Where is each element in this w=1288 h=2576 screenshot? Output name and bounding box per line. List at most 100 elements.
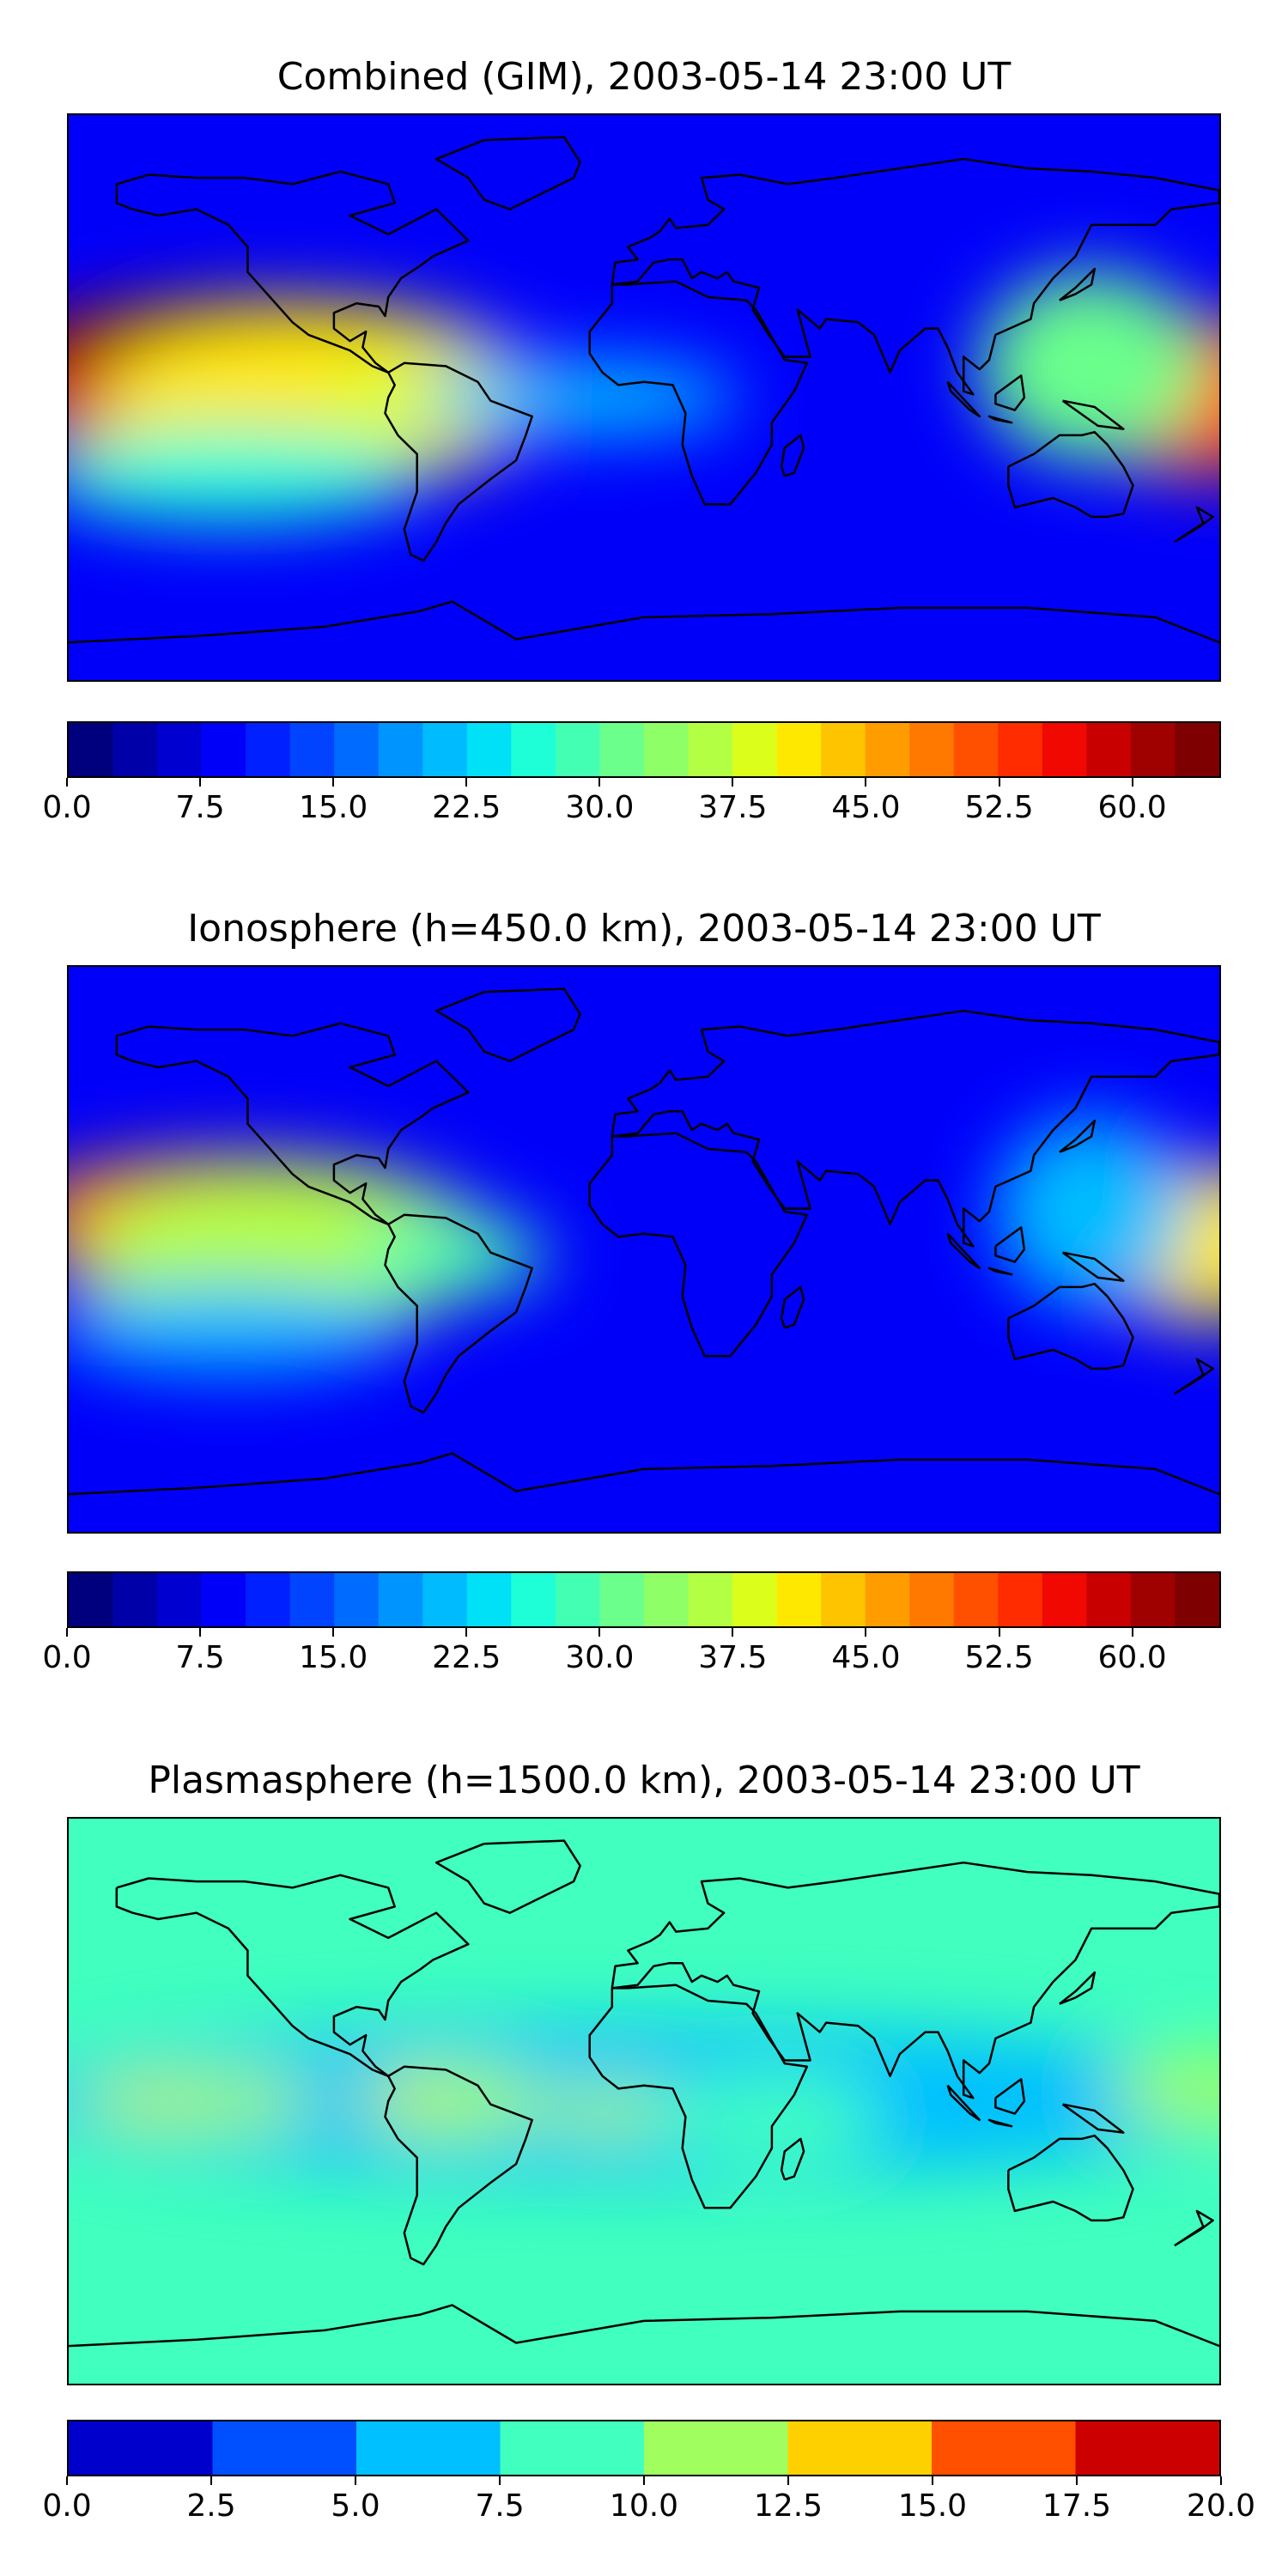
- colorbar-segment: [1175, 1573, 1219, 1626]
- colorbar-segment: [1175, 723, 1219, 776]
- tec-field: [69, 271, 1219, 524]
- tick-mark: [199, 778, 202, 787]
- colorbar-segment: [212, 2421, 357, 2475]
- colorbar-segment: [644, 2421, 789, 2475]
- colorbar-segment: [732, 723, 778, 776]
- colorbar-segment: [821, 723, 866, 776]
- colorbar-segment: [932, 2421, 1077, 2475]
- coastline: [1059, 1119, 1097, 1153]
- tec-region: [979, 271, 1204, 461]
- colorbar-segment: [1042, 723, 1087, 776]
- tec-region: [995, 1117, 1188, 1306]
- colorbar-segment: [787, 2421, 933, 2475]
- colorbar-segment: [334, 1573, 380, 1626]
- coastline: [588, 1984, 809, 2209]
- colorbar-segment: [422, 723, 468, 776]
- colorbar-segment: [334, 723, 380, 776]
- colorbar-segment: [69, 1573, 114, 1626]
- world-map-tec: [67, 113, 1221, 682]
- tick-label: 45.0: [831, 1640, 901, 1675]
- colorbar-segment: [555, 1573, 601, 1626]
- tec-region: [69, 1284, 404, 1372]
- colorbar-segment: [909, 1573, 955, 1626]
- tick-mark: [1220, 2476, 1222, 2485]
- coastline: [987, 2118, 1013, 2128]
- tick-label: 12.5: [753, 2488, 823, 2524]
- tick-mark: [66, 778, 68, 787]
- tick-mark: [865, 778, 867, 787]
- colorbar-segment: [69, 2421, 214, 2475]
- tick-label: 0.0: [42, 2488, 92, 2524]
- tec-region: [532, 2085, 692, 2136]
- colorbar-segment: [644, 1573, 690, 1626]
- tick-label: 17.5: [1042, 2488, 1112, 2524]
- colorbar-segment: [1130, 723, 1176, 776]
- coastline: [1007, 430, 1134, 519]
- tick-label: 2.5: [186, 2488, 236, 2524]
- coastline: [434, 1839, 581, 1914]
- tick-mark: [332, 1628, 335, 1637]
- colorbar-segment: [500, 2421, 645, 2475]
- coastline: [994, 1226, 1026, 1263]
- tick-label: 30.0: [565, 790, 635, 825]
- colorbar-segment: [555, 723, 601, 776]
- tick-mark: [998, 1628, 1000, 1637]
- colorbar-segment: [246, 723, 291, 776]
- colorbar-segment: [511, 723, 556, 776]
- colorbar-segment: [953, 723, 999, 776]
- tick-mark: [998, 778, 1000, 787]
- tick-mark: [1131, 1628, 1133, 1637]
- coastline: [1059, 1971, 1097, 2005]
- colorbar-segment: [732, 1573, 778, 1626]
- tick-mark: [465, 778, 468, 787]
- coastline: [780, 434, 805, 477]
- world-map-tec: [67, 965, 1221, 1534]
- tick-label: 15.0: [299, 1640, 368, 1675]
- colorbar-segment: [1075, 2421, 1219, 2475]
- colorbar-segment: [953, 1573, 999, 1626]
- tick-label: 7.5: [475, 2488, 525, 2524]
- colorbar-segment: [466, 723, 512, 776]
- colorbar-segment: [1086, 1573, 1132, 1626]
- colorbar-segment: [644, 723, 690, 776]
- tick-label: 60.0: [1097, 790, 1167, 825]
- coastline: [1174, 2209, 1214, 2247]
- colorbar-segment: [466, 1573, 512, 1626]
- tick-mark: [199, 1628, 202, 1637]
- tick-label: 52.5: [964, 790, 1034, 825]
- colorbar-segment: [688, 723, 733, 776]
- colorbar-segment: [511, 1573, 556, 1626]
- colorbar-segment: [909, 723, 955, 776]
- coastline: [384, 2065, 533, 2266]
- tick-mark: [499, 2476, 501, 2485]
- panel-title: Ionosphere (h=450.0 km), 2003-05-14 23:0…: [187, 907, 1101, 951]
- coastline: [384, 1213, 533, 1414]
- tec-region: [356, 2063, 549, 2139]
- tick-mark: [932, 2476, 933, 2485]
- colorbar-segment: [599, 723, 645, 776]
- tick-label: 5.0: [331, 2488, 380, 2524]
- coastline: [115, 1022, 470, 1226]
- tick-mark: [732, 1628, 734, 1637]
- coastline: [987, 415, 1013, 424]
- colorbar-segment: [201, 1573, 246, 1626]
- coastline: [434, 136, 581, 210]
- tick-mark: [787, 2476, 789, 2485]
- tec-region: [659, 2069, 884, 2165]
- coastline: [1061, 399, 1125, 430]
- tick-label: 22.5: [432, 790, 501, 825]
- colorbar-segment: [378, 1573, 423, 1626]
- colorbar-segment: [356, 2421, 501, 2475]
- coastlines: [69, 136, 1219, 644]
- tec-region: [1107, 2054, 1219, 2129]
- colorbar-segment: [69, 723, 114, 776]
- tick-label: 37.5: [698, 790, 768, 825]
- tick-mark: [1131, 778, 1133, 787]
- coastline: [994, 2078, 1026, 2115]
- colorbar-segment: [865, 1573, 910, 1626]
- coastline: [115, 170, 470, 374]
- tick-mark: [210, 2476, 212, 2485]
- tec-field: [69, 2022, 1219, 2180]
- tec-region: [69, 428, 421, 524]
- coastline: [611, 1861, 1219, 2099]
